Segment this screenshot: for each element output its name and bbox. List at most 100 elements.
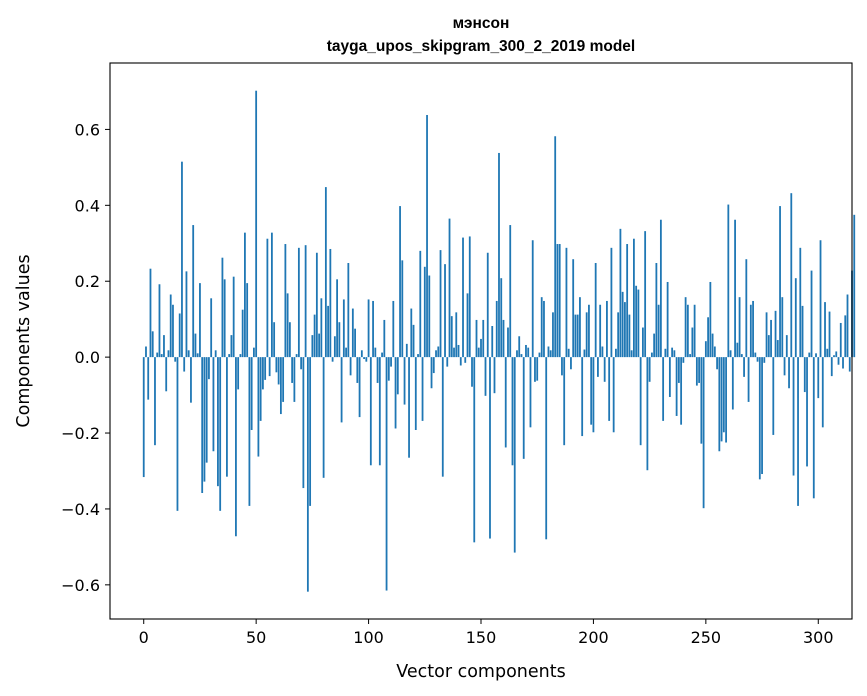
- bar-21: [190, 357, 192, 403]
- bar-201: [594, 263, 597, 358]
- bar-286: [785, 335, 788, 358]
- chart-title: мэнсон: [453, 15, 510, 32]
- bar-154: [489, 357, 491, 539]
- bar-297: [810, 270, 813, 358]
- bar-68: [295, 354, 298, 358]
- bar-34: [219, 357, 222, 511]
- bar-251: [707, 317, 709, 358]
- bar-256: [718, 357, 721, 452]
- bar-13: [172, 304, 174, 358]
- bar-55: [266, 238, 269, 358]
- bar-71: [302, 357, 305, 489]
- bar-120: [412, 324, 415, 358]
- bar-128: [430, 357, 433, 389]
- bar-95: [356, 357, 359, 383]
- x-tick-label: 100: [353, 628, 384, 647]
- x-axis-ticks: 0 50 100 150 200 250 300: [139, 619, 834, 647]
- bar-252: [709, 281, 712, 358]
- bar-64: [286, 293, 289, 358]
- bar-65: [288, 322, 291, 358]
- bar-94: [354, 328, 356, 358]
- bar-176: [538, 352, 541, 358]
- bar-78: [318, 333, 321, 358]
- bar-240: [682, 357, 685, 363]
- bar-235: [671, 347, 674, 358]
- bar-203: [599, 304, 602, 358]
- bar-278: [767, 335, 770, 358]
- y-axis-label: Components values: [14, 254, 34, 427]
- bar-258: [722, 357, 725, 433]
- bar-35: [221, 257, 224, 358]
- bar-147: [473, 357, 476, 543]
- bar-236: [673, 350, 676, 358]
- bar-46: [246, 283, 249, 358]
- bar-242: [686, 304, 689, 358]
- bar-213: [621, 291, 624, 358]
- x-tick-label: 50: [246, 628, 266, 647]
- bar-77: [315, 252, 318, 358]
- bar-295: [806, 357, 808, 467]
- bar-172: [529, 357, 532, 428]
- y-tick-label: −0.2: [61, 424, 100, 443]
- bar-87: [338, 322, 341, 358]
- bar-116: [403, 357, 406, 405]
- bar-93: [351, 308, 354, 358]
- bar-142: [462, 237, 464, 358]
- bar-31: [212, 357, 215, 452]
- bar-16: [178, 313, 181, 358]
- bar-122: [417, 354, 419, 358]
- bar-209: [612, 357, 615, 433]
- bar-275: [761, 357, 763, 475]
- bar-37: [226, 357, 228, 477]
- bar-45: [244, 232, 246, 358]
- bar-205: [603, 357, 606, 382]
- bar-247: [698, 357, 700, 383]
- bar-57: [270, 232, 273, 358]
- x-tick-label: 0: [139, 628, 149, 647]
- bar-67: [293, 357, 296, 402]
- bar-97: [360, 350, 363, 358]
- bar-22: [192, 225, 195, 358]
- bar-118: [408, 357, 410, 458]
- bar-81: [324, 187, 327, 358]
- bar-190: [570, 357, 572, 370]
- bar-292: [799, 247, 802, 358]
- bar-198: [588, 304, 590, 358]
- bar-59: [275, 357, 278, 373]
- bar-305: [828, 311, 831, 358]
- bar-204: [601, 346, 604, 358]
- bar-282: [776, 340, 779, 358]
- bar-114: [399, 206, 401, 358]
- bar-196: [583, 349, 586, 358]
- bar-306: [830, 357, 833, 377]
- bar-27: [203, 357, 206, 482]
- bar-210: [615, 348, 617, 358]
- bar-125: [423, 266, 426, 358]
- bar-99: [365, 357, 368, 362]
- bar-61: [279, 357, 282, 415]
- bar-56: [268, 357, 271, 377]
- bar-106: [381, 352, 383, 358]
- bar-41: [235, 357, 237, 537]
- bar-124: [421, 357, 424, 421]
- bar-302: [821, 357, 824, 428]
- bar-44: [241, 309, 244, 358]
- bar-189: [567, 348, 570, 358]
- bar-140: [457, 344, 460, 358]
- bar-216: [628, 314, 631, 358]
- bar-279: [770, 319, 772, 358]
- bar-186: [561, 357, 563, 376]
- bar-26: [201, 357, 204, 493]
- bar-160: [502, 319, 505, 358]
- bar-104: [376, 357, 379, 383]
- bar-234: [668, 357, 671, 397]
- bar-28: [205, 357, 208, 463]
- bar-17: [181, 161, 183, 358]
- bar-226: [650, 352, 653, 358]
- bar-273: [756, 357, 759, 362]
- bar-12: [169, 294, 172, 358]
- bar-74: [309, 357, 312, 506]
- bar-53: [262, 357, 264, 390]
- bar-62: [282, 357, 285, 402]
- bar-112: [394, 357, 397, 429]
